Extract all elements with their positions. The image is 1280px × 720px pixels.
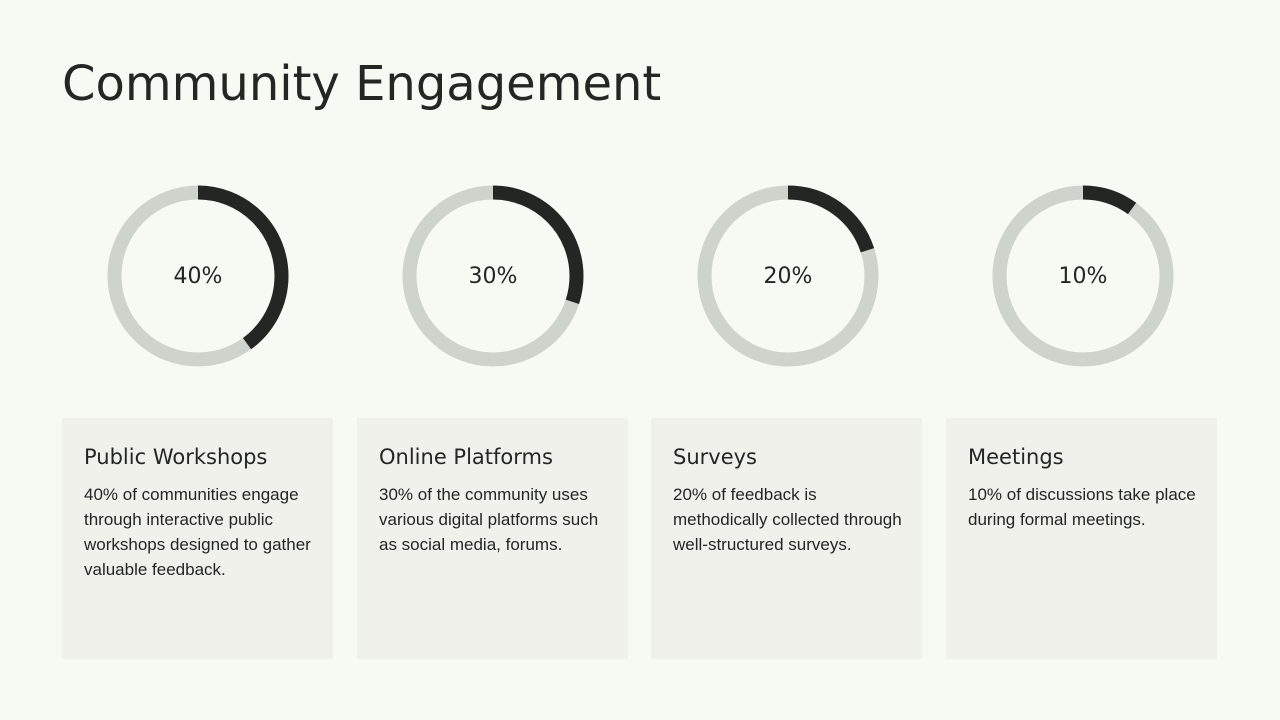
card-title: Online Platforms <box>379 445 553 469</box>
card-description: 40% of communities engage through intera… <box>84 485 311 579</box>
donut-value-label: 40% <box>173 263 223 289</box>
card-meetings: Meetings 10% of discussions take place d… <box>946 418 1217 659</box>
page-title: Community Engagement <box>62 56 662 112</box>
donut-svg <box>107 185 289 367</box>
donut-svg <box>992 185 1174 367</box>
donut-chart-online-platforms: 30% <box>402 185 584 367</box>
card-title: Public Workshops <box>84 445 268 469</box>
card-description: 10% of discussions take place during for… <box>968 485 1196 529</box>
donut-arc <box>992 185 1174 367</box>
donut-value-label: 20% <box>763 263 813 289</box>
card-online-platforms: Online Platforms 30% of the community us… <box>357 418 628 659</box>
donut-value-label: 30% <box>468 263 518 289</box>
donut-chart-public-workshops: 40% <box>107 185 289 367</box>
donut-arc <box>697 185 879 367</box>
card-surveys: Surveys 20% of feedback is methodically … <box>651 418 922 659</box>
donut-chart-meetings: 10% <box>992 185 1174 367</box>
card-description: 30% of the community uses various digita… <box>379 485 599 554</box>
card-public-workshops: Public Workshops 40% of communities enga… <box>62 418 333 659</box>
donut-chart-surveys: 20% <box>697 185 879 367</box>
card-title: Meetings <box>968 445 1064 469</box>
card-title: Surveys <box>673 445 757 469</box>
donut-arc <box>402 185 584 367</box>
donut-svg <box>697 185 879 367</box>
card-description: 20% of feedback is methodically collecte… <box>673 485 902 554</box>
donut-value-label: 10% <box>1058 263 1108 289</box>
donut-arc <box>107 185 289 367</box>
donut-svg <box>402 185 584 367</box>
